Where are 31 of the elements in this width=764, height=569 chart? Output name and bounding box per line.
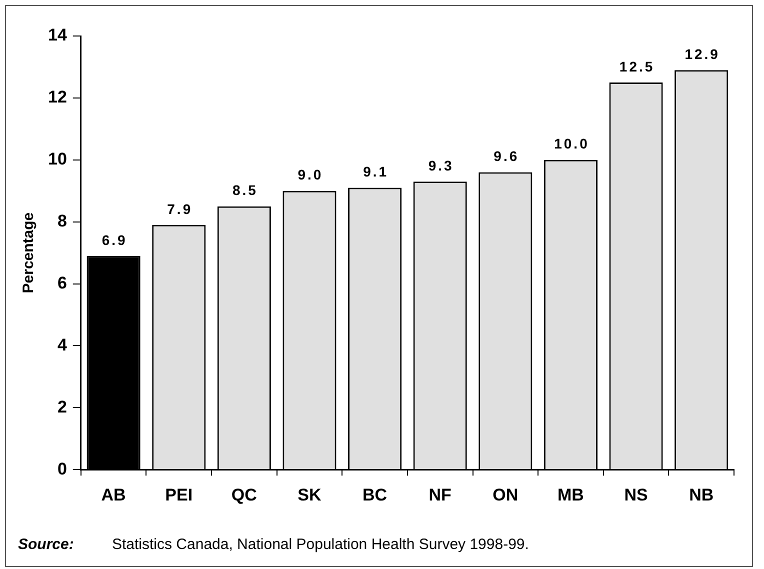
data-label: 9.3 [428,157,454,174]
x-tick-label: PEI [165,485,193,504]
y-tick-label: 14 [48,26,68,45]
data-label: 12.9 [684,46,720,62]
y-tick-label: 0 [57,459,67,478]
text: Statistics Canada, National Population Health Survey 1998-99. [112,536,529,553]
y-tick-label: 10 [48,150,67,169]
x-tick-label: AB [101,485,126,504]
data-label: 10.0 [554,136,590,152]
data-label: 7.9 [167,200,193,217]
y-tick-label: 12 [48,88,67,107]
y-tick-label: 6 [57,273,67,292]
y-axis-title: Percentage [20,212,38,294]
y-tick-label: 2 [57,397,67,416]
y-tick-label: 4 [57,335,68,354]
source-note: Source: [18,536,75,553]
data-label: 9.1 [363,164,389,180]
x-tick-label: NF [428,485,452,504]
data-label: 12.5 [619,58,655,74]
y-tick-label: 8 [57,212,67,231]
data-label: 8.5 [232,182,258,198]
data-label: 9.0 [298,166,324,183]
x-tick-label: NB [689,485,714,504]
data-label: 9.6 [494,148,520,164]
x-tick-label: SK [298,485,322,504]
x-tick-label: NS [624,485,648,504]
data-label: 6.9 [102,232,128,248]
x-tick-label: ON [492,485,518,504]
x-tick-label: MB [558,485,584,504]
x-tick-label: BC [362,485,388,504]
x-tick-label: QC [231,485,257,504]
